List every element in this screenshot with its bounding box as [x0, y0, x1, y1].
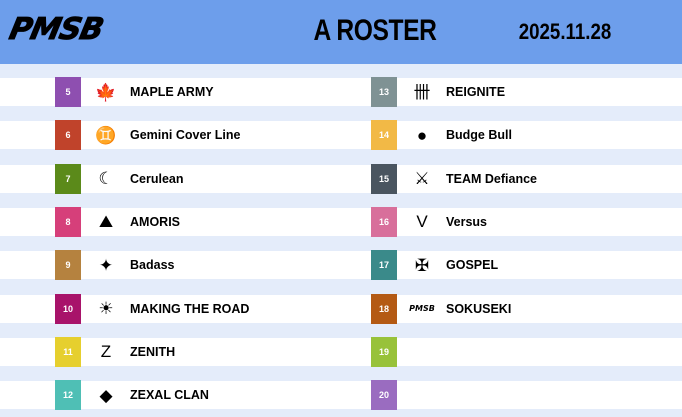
row-band [0, 78, 682, 106]
zexal-logo-icon: ◆ [99, 385, 113, 405]
team-name: MAPLE ARMY [130, 85, 214, 99]
team-row: 14 ● Budge Bull [371, 120, 512, 151]
zenith-logo-icon: Z [100, 342, 112, 362]
versus-logo-icon: V [416, 212, 428, 232]
seed-badge: 17 [371, 250, 397, 281]
badass-logo-icon: ✦ [98, 255, 114, 275]
team-name: Cerulean [130, 171, 184, 186]
empty-logo [407, 337, 437, 367]
seed-badge: 10 [55, 293, 81, 324]
row-band [0, 207, 682, 236]
seed-badge: 7 [55, 163, 81, 194]
pmsb-logo: PMSB [6, 12, 107, 48]
row-band [0, 251, 682, 280]
team-row: 15 ⚔ TEAM Defiance [371, 163, 537, 194]
team-name: TEAM Defiance [446, 171, 537, 186]
page-title: A ROSTER [313, 14, 437, 47]
crescent-logo-icon: ☾ [98, 169, 114, 189]
team-row: 16 V Versus [371, 206, 488, 237]
team-name: Gemini Cover Line [130, 128, 241, 143]
making-the-road-logo-icon: ☀ [98, 299, 114, 318]
team-name: GOSPEL [446, 258, 499, 273]
seed-badge: 13 [371, 77, 397, 107]
header: PMSB A ROSTER 2025.11.28 [0, 0, 682, 64]
team-name: AMORIS [130, 214, 180, 229]
team-row: 7 ☾ Cerulean [55, 163, 184, 194]
row-band [0, 381, 682, 410]
team-name: MAKING THE ROAD [130, 301, 250, 316]
bull-logo-icon: ● [416, 125, 428, 145]
seed-badge: 11 [55, 336, 81, 367]
pmsb-logo-icon: PMSB [409, 304, 435, 313]
team-name: REIGNITE [446, 85, 506, 99]
reignite-logo-icon: 卌 [413, 82, 431, 102]
row-band [0, 337, 682, 366]
seed-badge: 16 [371, 206, 397, 237]
team-row: 10 ☀ MAKING THE ROAD [55, 293, 250, 324]
team-name: Versus [446, 214, 488, 229]
empty-logo [407, 380, 437, 410]
seed-badge: 19 [371, 336, 397, 367]
team-row: 12 ◆ ZEXAL CLAN [55, 380, 209, 411]
seed-badge: 18 [371, 293, 397, 324]
team-row: 18 PMSB SOKUSEKI [371, 293, 512, 324]
team-row: 11 Z ZENITH [55, 336, 176, 367]
seed-badge: 12 [55, 380, 81, 411]
seed-badge: 8 [55, 206, 81, 237]
seed-badge: 15 [371, 163, 397, 194]
seed-badge: 20 [371, 380, 397, 411]
team-row: 6 ♊ Gemini Cover Line [55, 120, 241, 151]
amoris-logo-icon: ⛰ [98, 212, 114, 232]
maple-leaf-icon: 🍁 [95, 82, 117, 102]
seed-badge: 14 [371, 120, 397, 151]
date-label: 2025.11.28 [518, 19, 612, 44]
defiance-logo-icon: ⚔ [414, 169, 430, 189]
team-row: 8 ⛰ AMORIS [55, 206, 180, 237]
team-row: 5 🍁 MAPLE ARMY [55, 77, 214, 107]
gemini-logo-icon: ♊ [95, 125, 117, 145]
team-row: 17 ✠ GOSPEL [371, 250, 499, 281]
seed-badge: 5 [55, 77, 81, 107]
team-name: SOKUSEKI [446, 301, 512, 316]
row-band [0, 121, 682, 150]
team-name: Badass [130, 258, 175, 273]
team-row: 20 [371, 380, 446, 411]
row-band [0, 164, 682, 193]
seed-badge: 9 [55, 250, 81, 281]
row-band [0, 294, 682, 323]
team-name: ZEXAL CLAN [130, 388, 209, 403]
seed-badge: 6 [55, 120, 81, 151]
team-row: 9 ✦ Badass [55, 250, 175, 281]
team-row: 13 卌 REIGNITE [371, 77, 505, 107]
team-row: 19 [371, 336, 446, 367]
gospel-logo-icon: ✠ [414, 255, 430, 275]
team-name: Budge Bull [446, 128, 512, 143]
team-name: ZENITH [130, 344, 176, 359]
